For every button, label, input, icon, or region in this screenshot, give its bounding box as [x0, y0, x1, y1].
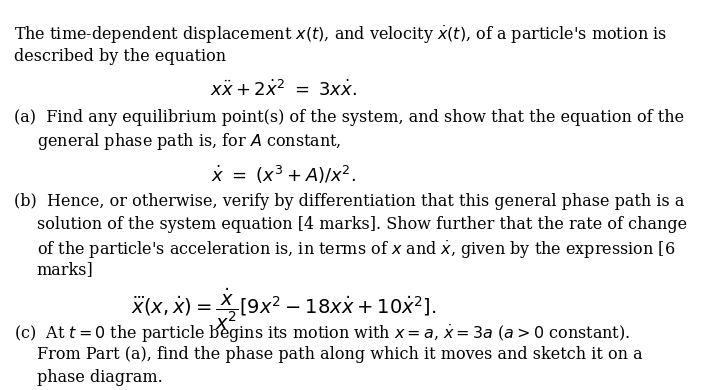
- Text: (c)  At $t = 0$ the particle begins its motion with $x = a$, $\dot{x} = 3a$ ($a : (c) At $t = 0$ the particle begins its m…: [14, 323, 630, 345]
- Text: general phase path is, for $A$ constant,: general phase path is, for $A$ constant,: [37, 131, 341, 152]
- Text: $\dddot{x}(x,\dot{x}) = \dfrac{\dot{x}}{x^2}\left[9x^2 - 18x\dot{x} + 10\dot{x}^: $\dddot{x}(x,\dot{x}) = \dfrac{\dot{x}}{…: [131, 287, 436, 332]
- Text: of the particle's acceleration is, in terms of $x$ and $\dot{x}$, given by the e: of the particle's acceleration is, in te…: [37, 239, 675, 261]
- Text: described by the equation: described by the equation: [14, 48, 227, 65]
- Text: The time-dependent displacement $x(t)$, and velocity $\dot{x}(t)$, of a particle: The time-dependent displacement $x(t)$, …: [14, 24, 667, 46]
- Text: $x\ddot{x} + 2\dot{x}^2 \ = \ 3x\dot{x}.$: $x\ddot{x} + 2\dot{x}^2 \ = \ 3x\dot{x}.…: [210, 80, 358, 100]
- Text: (b)  Hence, or otherwise, verify by differentiation that this general phase path: (b) Hence, or otherwise, verify by diffe…: [14, 193, 684, 210]
- Text: solution of the system equation [4 marks]. Show further that the rate of change: solution of the system equation [4 marks…: [37, 216, 686, 233]
- Text: (a)  Find any equilibrium point(s) of the system, and show that the equation of : (a) Find any equilibrium point(s) of the…: [14, 109, 684, 126]
- Text: From Part (a), find the phase path along which it moves and sketch it on a: From Part (a), find the phase path along…: [37, 346, 642, 363]
- Text: marks]: marks]: [37, 261, 94, 278]
- Text: $\dot{x} \ = \ (x^3 + A)/x^2.$: $\dot{x} \ = \ (x^3 + A)/x^2.$: [211, 163, 356, 186]
- Text: phase diagram.: phase diagram.: [37, 369, 163, 386]
